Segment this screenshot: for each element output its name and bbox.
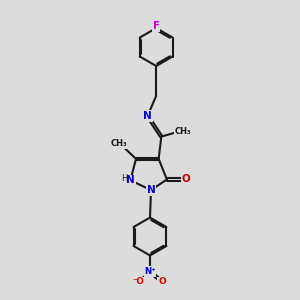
Text: N: N xyxy=(147,185,155,195)
Text: O: O xyxy=(158,277,166,286)
Text: F: F xyxy=(153,21,160,32)
Text: CH₃: CH₃ xyxy=(111,139,128,148)
Text: ⁻O: ⁻O xyxy=(132,277,144,286)
Text: N: N xyxy=(143,111,152,121)
Text: N: N xyxy=(126,175,135,185)
Text: CH₃: CH₃ xyxy=(175,127,191,136)
Text: O: O xyxy=(182,174,190,184)
Text: N⁺: N⁺ xyxy=(144,267,156,276)
Text: H: H xyxy=(121,174,127,183)
